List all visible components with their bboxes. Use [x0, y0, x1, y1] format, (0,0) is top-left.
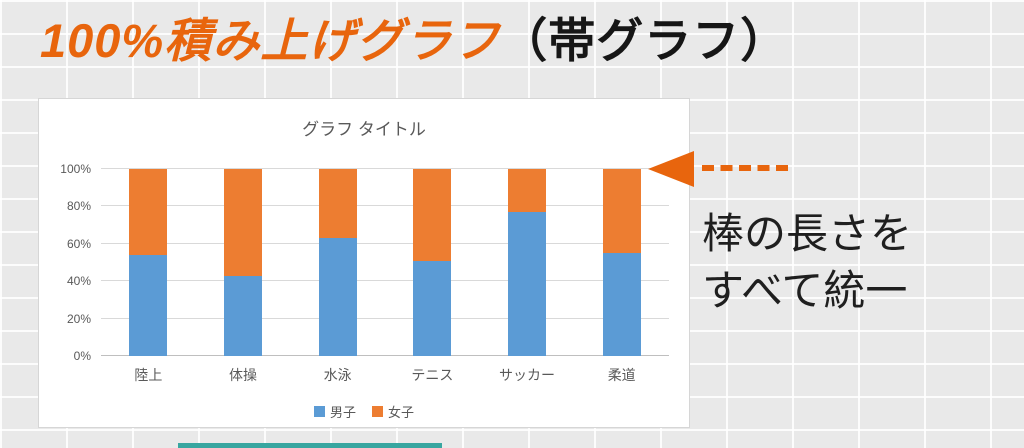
bar-segment-男子: [318, 238, 357, 356]
bar-slot: [290, 169, 385, 356]
legend-item: 女子: [372, 402, 414, 421]
slide-title-rest: （帯グラフ）: [500, 14, 789, 67]
annotation-text: 棒の長さを すべて統一: [702, 206, 912, 319]
arrow-left-icon: [648, 151, 694, 187]
annotation-line1: 棒の長さを: [702, 210, 913, 257]
category-labels: 陸上 体操 水泳 テニス サッカー 柔道: [101, 365, 669, 385]
gridline: [101, 280, 669, 282]
x-axis-line: [101, 355, 669, 356]
bottom-strip: [178, 443, 442, 448]
gridline: [101, 205, 669, 207]
bar-segment-男子: [508, 212, 547, 356]
gridline: [101, 242, 669, 244]
chart-title: グラフ タイトル: [302, 120, 426, 139]
bar-segment-男子: [224, 275, 262, 356]
legend-label: 女子: [388, 405, 415, 420]
bar-slot: [196, 169, 291, 356]
y-tick-label: 40%: [66, 274, 91, 289]
legend-item: 男子: [313, 402, 356, 421]
y-tick-label: 0%: [73, 349, 91, 363]
chart-panel: グラフ タイトル 0% 20% 40% 60% 80% 100% 陸上 体操 水泳 テニス サッカ…: [38, 98, 690, 428]
bar-segment-男子: [413, 260, 452, 356]
bar-slot: [574, 169, 669, 356]
bar-slot: [385, 169, 480, 356]
category-label: 体操: [229, 367, 257, 383]
bars-container: [101, 169, 669, 356]
arrow-dashed-line: [702, 165, 788, 171]
bar-segment-男子: [129, 255, 168, 356]
category-label: テニス: [411, 367, 454, 383]
stacked-bar: [129, 169, 168, 356]
legend-swatch: [372, 406, 383, 417]
bar-segment-男子: [602, 253, 641, 356]
bar-slot: [480, 169, 575, 356]
stacked-bar: [318, 169, 357, 356]
stacked-bar: [224, 169, 262, 356]
slide-title: 100%積み上げグラフ（帯グラフ）: [40, 2, 788, 71]
annotation-line2: すべて統一: [702, 266, 908, 314]
legend-swatch: [313, 406, 325, 417]
bar-segment-女子: [508, 169, 547, 212]
bar-segment-女子: [129, 169, 168, 256]
gridline: [101, 168, 669, 169]
slide-title-highlight: 100%積み上げグラフ: [40, 14, 501, 67]
bar-slot: [101, 169, 196, 356]
category-label: サッカー: [499, 367, 556, 383]
y-tick-label: 100%: [60, 162, 91, 176]
stacked-bar: [413, 169, 452, 356]
bar-segment-女子: [413, 169, 452, 261]
category-label: 柔道: [607, 367, 636, 383]
stacked-bar: [508, 169, 547, 356]
legend-label: 男子: [329, 405, 356, 420]
legend: 男子 女子: [39, 402, 689, 421]
bar-segment-女子: [224, 169, 262, 276]
bar-segment-女子: [602, 169, 641, 254]
y-tick-label: 20%: [66, 311, 91, 326]
plot-area: [101, 168, 669, 356]
category-label: 水泳: [323, 367, 352, 383]
y-tick-label: 80%: [66, 199, 91, 214]
gridline: [101, 317, 669, 319]
category-label: 陸上: [134, 367, 163, 383]
y-tick-label: 60%: [66, 236, 91, 251]
y-axis-labels: 0% 20% 40% 60% 80% 100%: [45, 162, 95, 363]
stacked-bar: [602, 169, 641, 356]
bar-segment-女子: [318, 169, 357, 239]
